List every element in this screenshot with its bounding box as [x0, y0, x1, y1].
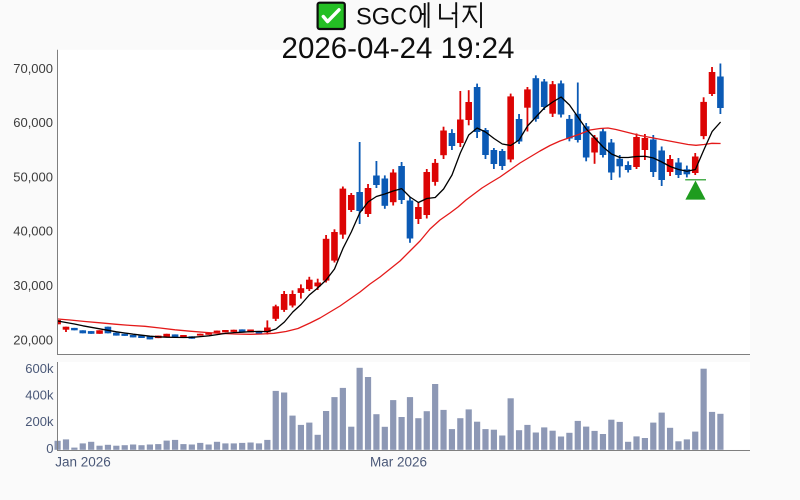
svg-text:400k: 400k — [25, 388, 54, 403]
svg-text:30,000: 30,000 — [13, 278, 53, 293]
svg-text:0: 0 — [46, 441, 53, 456]
svg-text:40,000: 40,000 — [13, 224, 53, 239]
svg-text:Mar 2026: Mar 2026 — [370, 455, 427, 470]
svg-text:SGC: SGC — [356, 4, 407, 30]
svg-text:20,000: 20,000 — [13, 332, 53, 347]
svg-text:Jan 2026: Jan 2026 — [55, 455, 111, 470]
svg-text:70,000: 70,000 — [13, 61, 53, 76]
svg-text:60,000: 60,000 — [13, 115, 53, 130]
svg-text:200k: 200k — [25, 414, 54, 429]
svg-text:50,000: 50,000 — [13, 169, 53, 184]
svg-text:600k: 600k — [25, 361, 54, 376]
svg-text:2026-04-24 19:24: 2026-04-24 19:24 — [282, 32, 515, 65]
